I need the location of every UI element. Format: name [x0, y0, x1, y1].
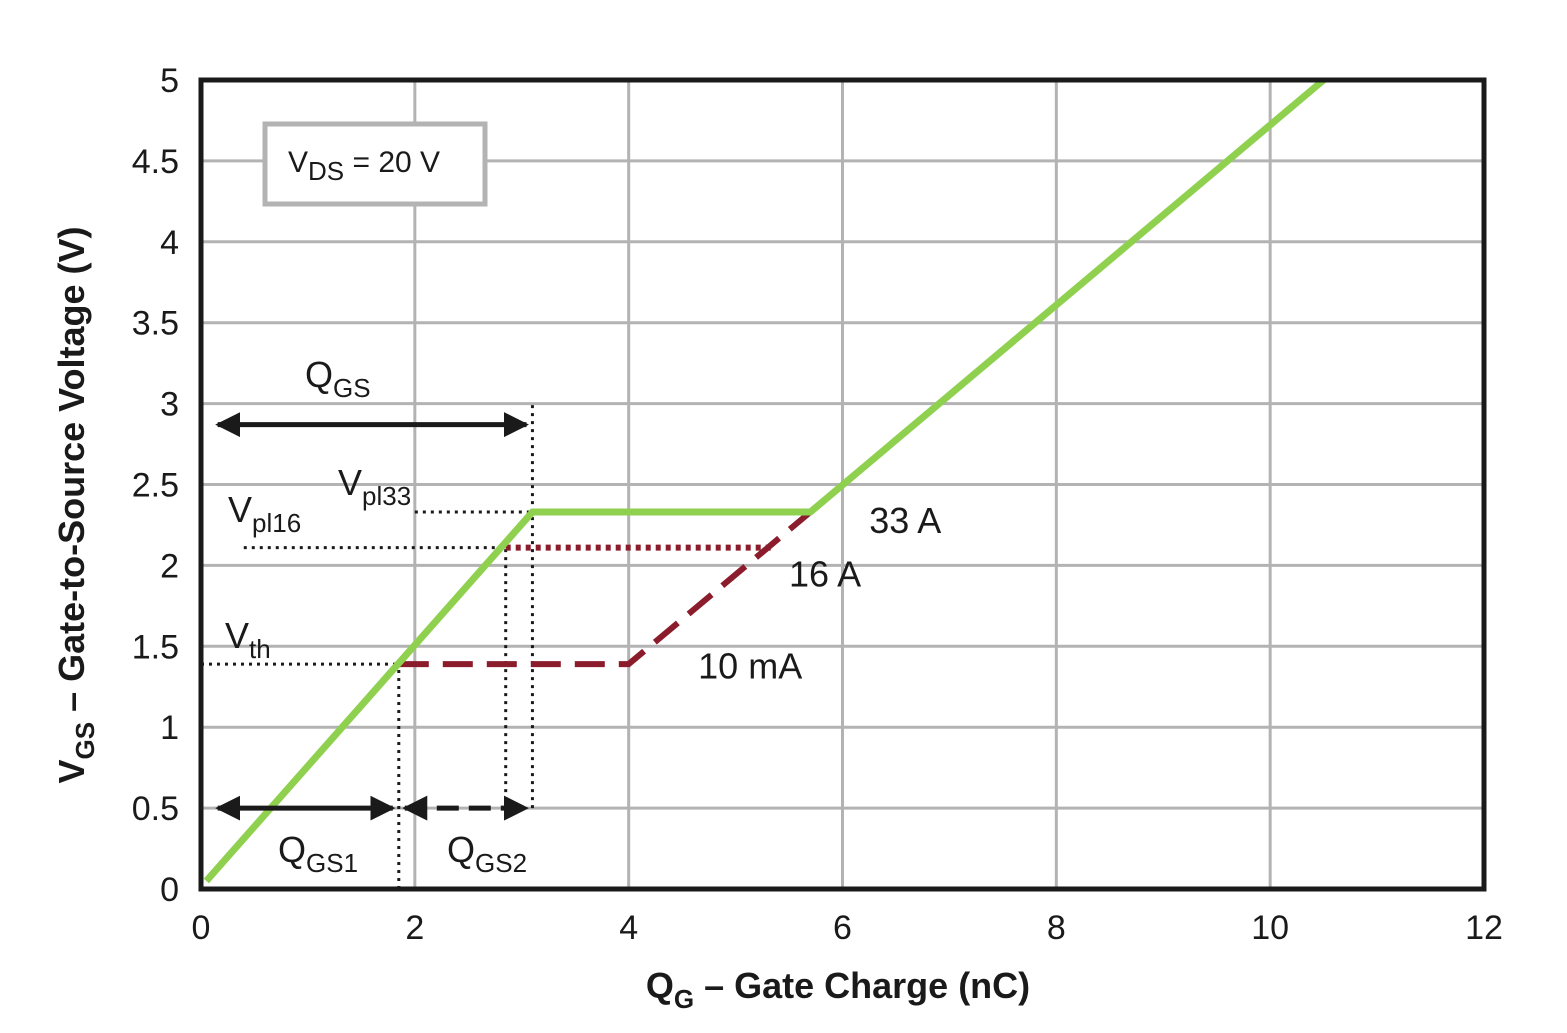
qgs1-label: QGS1 — [278, 829, 358, 878]
series-line-10-ma — [398, 509, 813, 668]
y-tick-label: 5 — [160, 62, 179, 100]
plot-frame — [198, 77, 1487, 892]
x-tick-label: 12 — [1465, 909, 1503, 947]
reference-lines — [201, 403, 534, 889]
qgs2-label: QGS2 — [447, 829, 527, 878]
x-tick-label: 2 — [405, 909, 424, 947]
x-tick-label: 6 — [833, 909, 852, 947]
x-axis-title: QG – Gate Charge (nC) — [646, 965, 1030, 1014]
legend-text: VDS = 20 V — [288, 146, 440, 186]
y-axis-title: VGS – Gate-to-Source Voltage (V) — [51, 227, 100, 784]
y-tick-label: 1.5 — [132, 628, 179, 666]
vth-label: Vth — [225, 615, 271, 664]
y-tick-label: 4 — [160, 224, 179, 262]
y-tick-label: 2 — [160, 547, 179, 585]
legend-border — [262, 121, 488, 207]
series-label-33-a: 33 A — [869, 500, 941, 541]
y-tick-label: 0.5 — [132, 790, 179, 828]
y-tick-label: 0 — [160, 871, 179, 909]
series-label-10-ma: 10 mA — [698, 646, 802, 687]
y-tick-label: 1 — [160, 709, 179, 747]
vpl16-label: Vpl16 — [228, 489, 301, 538]
x-tick-label: 10 — [1251, 909, 1289, 947]
x-tick-label: 4 — [619, 909, 638, 947]
data-series — [203, 77, 1326, 884]
x-tick-label: 0 — [192, 909, 211, 947]
qgs-label: QGS — [305, 354, 371, 403]
annotation-labels: 33 A16 A 10 mA — [698, 500, 941, 687]
legend-box: VDS = 20 V — [262, 121, 488, 207]
axis-ticks: 0 2 4 6 8 10 12 0 0.5 1 1.5 2 2.5 3 3.5 4 4.5 5 — [132, 62, 1503, 947]
y-tick-label: 2.5 — [132, 467, 179, 505]
y-tick-label: 3 — [160, 386, 179, 424]
y-tick-label: 3.5 — [132, 305, 179, 343]
y-tick-label: 4.5 — [132, 143, 179, 181]
series-line-33-a — [203, 77, 1326, 884]
x-tick-label: 8 — [1047, 909, 1066, 947]
series-label-16-a: 16 A — [789, 553, 861, 594]
vpl33-label: Vpl33 — [338, 462, 411, 511]
annotation-arrows — [215, 412, 529, 821]
